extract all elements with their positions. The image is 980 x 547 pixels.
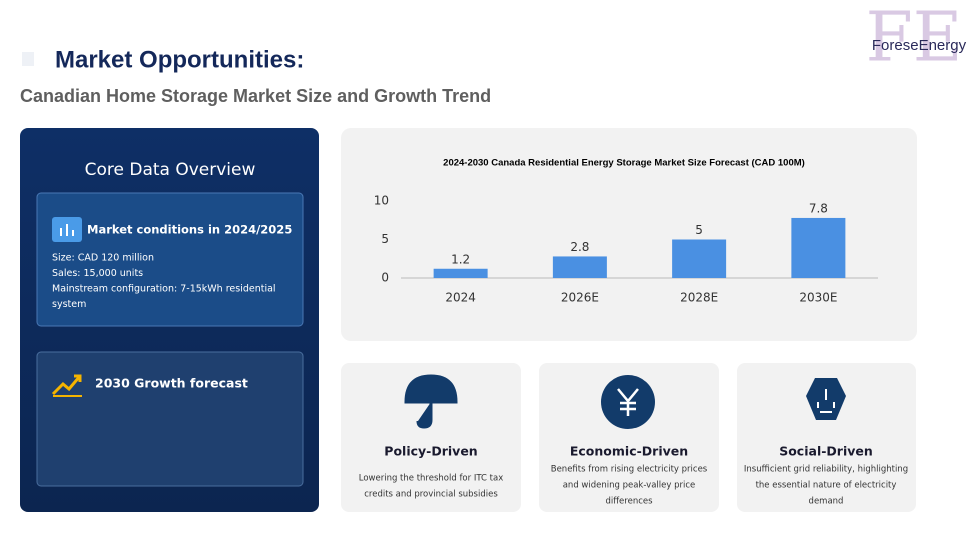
driver-text: credits and provincial subsidies xyxy=(364,490,498,500)
driver-text: Lowering the threshold for ITC tax xyxy=(359,474,504,484)
x-tick-label: 2030E xyxy=(799,291,837,305)
value-label: 5 xyxy=(695,223,703,237)
bar xyxy=(552,256,607,278)
chart-icon-bars xyxy=(60,224,74,236)
current-heading: Market conditions in 2024/2025 xyxy=(87,223,292,237)
driver-title: Policy-Driven xyxy=(384,444,477,459)
info-line: Sales: 15,000 units xyxy=(52,268,143,279)
value-label: 1.2 xyxy=(451,252,470,266)
driver-text: Benefits from rising electricity prices xyxy=(551,465,708,475)
umbrella-icon xyxy=(404,374,458,429)
growth-icon xyxy=(51,374,82,396)
yen-symbol xyxy=(617,388,639,416)
driver-card xyxy=(341,363,521,512)
info-line: Size: CAD 120 million xyxy=(52,253,154,264)
value-label: 2.8 xyxy=(570,240,589,254)
driver-text: Insufficient grid reliability, highlight… xyxy=(744,465,908,475)
driver-card xyxy=(539,363,719,512)
chart-title: 2024-2030 Canada Residential Energy Stor… xyxy=(443,158,805,169)
driver-title: Economic-Driven xyxy=(570,444,688,459)
driver-title: Social-Driven xyxy=(779,444,873,459)
info-line: Mainstream configuration: 7-15kWh reside… xyxy=(52,284,276,295)
logo: ForeseEnergy xyxy=(872,37,967,54)
overview-title: Core Data Overview xyxy=(85,160,256,180)
page-subtitle: Canadian Home Storage Market Size and Gr… xyxy=(20,86,491,106)
current-box xyxy=(36,192,304,327)
y-tick-label: 10 xyxy=(374,194,389,208)
driver-text: the essential nature of electricity xyxy=(756,481,897,491)
driver-text: and widening peak-valley price xyxy=(563,481,696,491)
y-tick-label: 5 xyxy=(381,232,389,246)
info-line: system xyxy=(52,299,86,310)
driver-card xyxy=(737,363,916,512)
logo-mark: FE xyxy=(866,0,963,78)
chart-card xyxy=(341,128,917,341)
title-marker xyxy=(22,52,34,66)
forecast-heading: 2030 Growth forecast xyxy=(95,376,248,391)
bar xyxy=(791,217,846,278)
driver-text: demand xyxy=(809,497,844,507)
y-tick-label: 0 xyxy=(381,271,389,285)
bar xyxy=(433,268,488,278)
plug-symbol xyxy=(817,389,835,413)
page-title: Market Opportunities: xyxy=(55,46,304,73)
x-tick-label: 2028E xyxy=(680,291,718,305)
x-tick-label: 2026E xyxy=(561,291,599,305)
driver-text: differences xyxy=(605,497,653,507)
value-label: 7.8 xyxy=(809,201,828,215)
bar xyxy=(672,239,727,278)
x-tick-label: 2024 xyxy=(445,291,476,305)
forecast-box xyxy=(36,351,304,487)
